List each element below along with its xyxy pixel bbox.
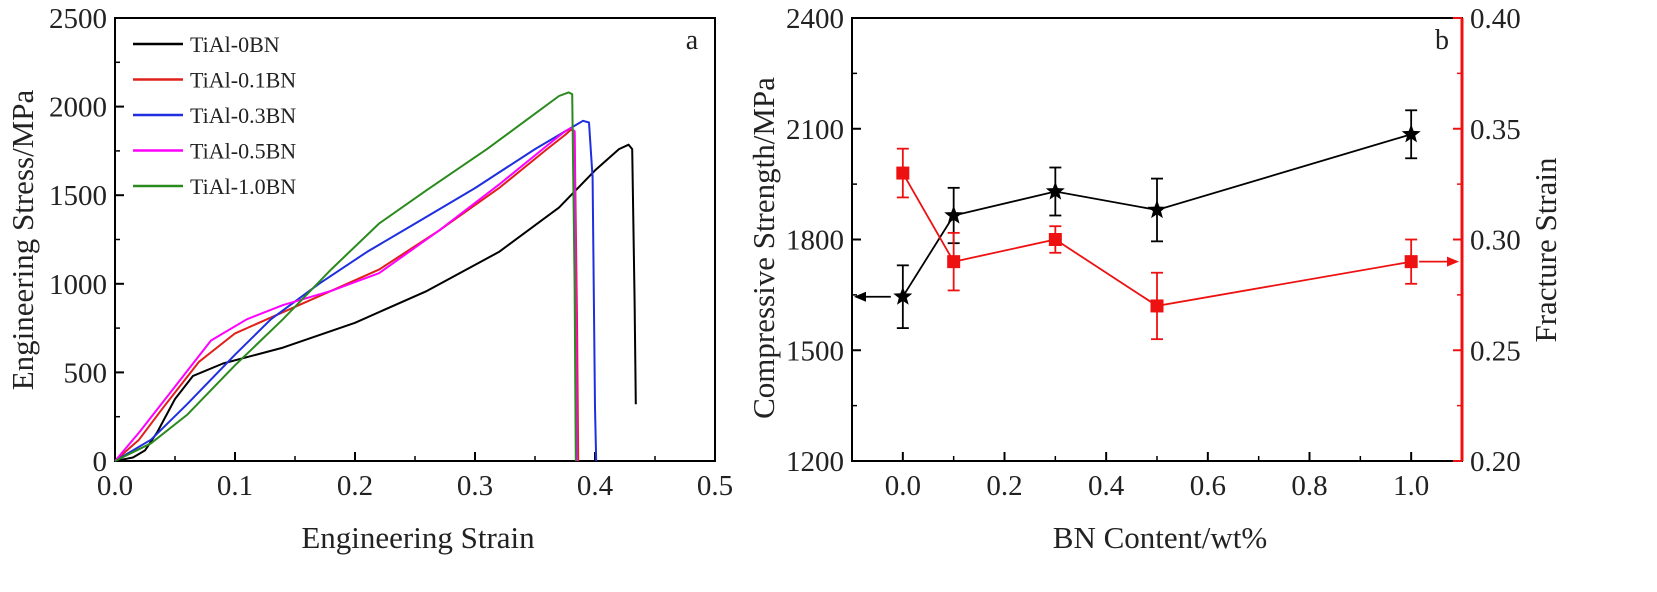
panel-b-x-ticks: 0.0 0.2 0.4 0.6 0.8 1.0 xyxy=(885,452,1429,502)
panel-b-y2-tick-label: 0.40 xyxy=(1470,3,1521,35)
panel-a-y-axis-label: Engineering Stress/MPa xyxy=(5,90,40,391)
panel-b-y2-tick-label: 0.20 xyxy=(1470,446,1521,478)
left-axis-arrow-head xyxy=(854,291,866,302)
panel-a-y-tick-label: 1000 xyxy=(49,269,107,301)
panel-b-x-tick-label: 0.6 xyxy=(1190,470,1226,502)
panel-a-y-tick-label: 0 xyxy=(93,446,108,478)
panel-b-y-ticks: 1200 1500 1800 2100 2400 xyxy=(786,3,861,478)
panel-b-y2-tick-label: 0.25 xyxy=(1470,335,1521,367)
legend-label: TiAl-0.1BN xyxy=(190,68,296,93)
panel-a-y-tick-label: 500 xyxy=(64,357,108,389)
panel-a-x-tick-label: 0.0 xyxy=(97,470,133,502)
panel-a-legend: TiAl-0BN TiAl-0.1BN TiAl-0.3BN TiAl-0.5BN Ti… xyxy=(133,32,296,199)
data-point-star xyxy=(893,286,913,305)
panel-b-y2-tick-label: 0.35 xyxy=(1470,114,1521,146)
fracture-strain-series xyxy=(896,147,1418,341)
panel-a-y-ticks: 0 500 1000 1500 2000 2500 xyxy=(49,3,124,478)
data-point-star xyxy=(1401,124,1421,143)
panel-a-y-tick-label: 2500 xyxy=(49,3,107,35)
panel-a-y-tick-label: 2000 xyxy=(49,92,107,124)
panel-b-x-axis-label: BN Content/wt% xyxy=(1053,520,1267,555)
panel-b-y-axis-label: Compressive Strength/MPa xyxy=(746,77,781,419)
series-line-tial-1-0bn xyxy=(114,91,577,462)
panel-a-x-tick-label: 0.3 xyxy=(457,470,493,502)
compressive-strength-series xyxy=(893,109,1421,330)
legend-label: TiAl-0.3BN xyxy=(190,103,296,128)
panel-b-y-tick-label: 1500 xyxy=(786,335,844,367)
panel-a-x-ticks: 0.0 0.1 0.2 0.3 0.4 0.5 xyxy=(97,452,733,502)
panel-b-x-tick-label: 0.8 xyxy=(1291,470,1327,502)
panel-b-axis-arrows xyxy=(854,256,1459,302)
data-point-square xyxy=(896,166,910,180)
legend-label: TiAl-1.0BN xyxy=(190,174,296,199)
panel-a-x-tick-label: 0.5 xyxy=(697,470,733,502)
panel-b-y-tick-label: 1200 xyxy=(786,446,844,478)
panel-a-series xyxy=(114,91,637,462)
data-point-square xyxy=(947,255,961,269)
panel-b-x-tick-label: 0.4 xyxy=(1088,470,1125,502)
data-point-square xyxy=(1048,233,1062,246)
panel-b: 0.0 0.2 0.4 0.6 0.8 1.0 12001500180021002400 … xyxy=(746,3,1563,555)
right-axis-arrow-head xyxy=(1447,256,1459,267)
data-point-star xyxy=(1045,181,1065,200)
panel-a-x-tick-label: 0.4 xyxy=(577,470,614,502)
panel-a-x-tick-label: 0.2 xyxy=(337,470,373,502)
panel-b-y2-ticks: 0.20 0.25 0.30 0.35 0.40 xyxy=(1453,3,1521,478)
panel-b-y2-tick-label: 0.30 xyxy=(1470,225,1521,257)
panel-b-y-tick-label: 2400 xyxy=(786,3,844,35)
panel-a-y-tick-label: 1500 xyxy=(49,180,107,212)
panel-b-x-tick-label: 0.2 xyxy=(986,470,1022,502)
series-line-tial-0-5bn xyxy=(114,126,578,462)
data-point-square xyxy=(1150,299,1164,313)
panel-b-x-tick-label: 1.0 xyxy=(1393,470,1429,502)
panel-a-label: a xyxy=(686,25,699,56)
data-point-square xyxy=(1404,255,1418,269)
panel-a: 0.0 0.1 0.2 0.3 0.4 0.5 05001000150020002500 … xyxy=(5,3,733,555)
series-line-tial-0-3bn xyxy=(114,119,598,462)
panel-a-x-axis-label: Engineering Strain xyxy=(301,520,535,555)
data-point-star xyxy=(1147,200,1167,219)
panel-b-y-tick-label: 1800 xyxy=(786,225,844,257)
data-point-star xyxy=(944,205,964,224)
panel-b-series xyxy=(893,109,1421,341)
legend-label: TiAl-0BN xyxy=(190,32,280,57)
panel-b-x-tick-label: 0.0 xyxy=(885,470,921,502)
panel-b-label: b xyxy=(1435,25,1449,56)
series-line-tial-0-1bn xyxy=(114,128,580,462)
panel-b-y2-axis-label: Fracture Strain xyxy=(1528,157,1563,343)
panel-b-y-tick-label: 2100 xyxy=(786,114,844,146)
panel-a-x-tick-label: 0.1 xyxy=(217,470,253,502)
legend-label: TiAl-0.5BN xyxy=(190,139,296,164)
